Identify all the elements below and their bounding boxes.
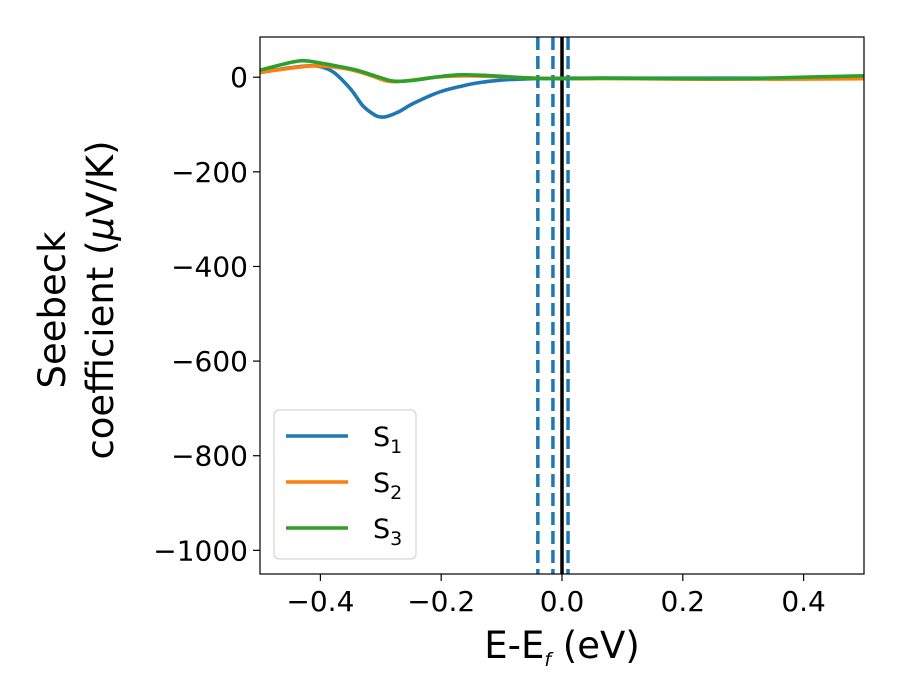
x-tick-label: 0.0 xyxy=(540,585,585,618)
legend-box xyxy=(273,409,417,560)
y-tick-label: −400 xyxy=(171,250,248,283)
legend-entries: S1 S2 S3 xyxy=(286,422,402,550)
y-axis-label-line1: Seebeck xyxy=(31,231,74,389)
legend: S1 S2 S3 xyxy=(273,409,417,560)
series-line-s3 xyxy=(260,58,864,84)
y-axis-label-unit: V/K) xyxy=(79,140,122,216)
legend-label-s2: S2 xyxy=(373,468,402,504)
y-axis: 0 −200 −400 −600 −800 −1000 xyxy=(153,61,260,567)
y-tick-label: −600 xyxy=(171,345,248,378)
y-tick-label: 0 xyxy=(230,61,248,94)
y-axis-label-line2: coefficient (μV/K) xyxy=(79,140,122,459)
x-axis: −0.4 −0.2 0.0 0.2 0.4 xyxy=(286,574,826,618)
x-axis-label: E-Ef (eV) xyxy=(484,624,640,671)
y-tick-label: −200 xyxy=(171,156,248,189)
y-axis-label-text: coefficient ( xyxy=(79,240,122,459)
y-tick-label: −800 xyxy=(171,440,248,473)
x-axis-label-unit: (eV) xyxy=(551,624,640,667)
legend-label-s3: S3 xyxy=(373,514,402,550)
x-tick-label: 0.4 xyxy=(781,585,826,618)
y-tick-label: −1000 xyxy=(153,534,248,567)
x-tick-label: −0.2 xyxy=(407,585,475,618)
y-axis-label-mu: μ xyxy=(79,217,122,242)
x-axis-label-sub: f xyxy=(544,649,554,671)
x-tick-label: 0.2 xyxy=(661,585,706,618)
series-lines xyxy=(260,58,864,119)
legend-label-s1: S1 xyxy=(373,422,402,458)
reference-lines xyxy=(536,37,570,574)
x-tick-label: −0.4 xyxy=(286,585,354,618)
x-axis-label-main: E-E xyxy=(484,624,544,667)
